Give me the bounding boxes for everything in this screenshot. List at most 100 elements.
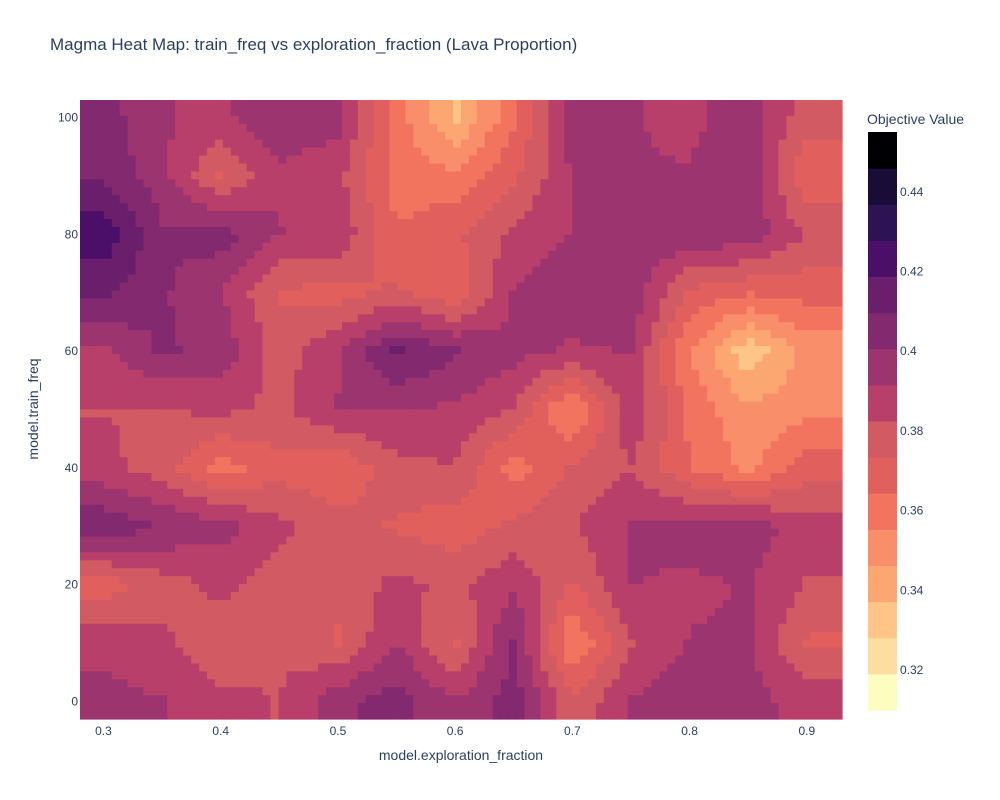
heatmap-cell	[818, 385, 827, 395]
heatmap-cell	[80, 409, 89, 419]
heatmap-cell	[453, 480, 462, 490]
heatmap-cell	[484, 330, 494, 339]
heatmap-cell	[468, 449, 478, 458]
heatmap-cell	[659, 147, 668, 157]
heatmap-cell	[572, 306, 581, 315]
heatmap-cell	[778, 488, 788, 498]
heatmap-cell	[159, 147, 168, 157]
heatmap-cell	[818, 147, 827, 157]
heatmap-cell	[135, 203, 145, 212]
heatmap-cell	[310, 242, 319, 252]
heatmap-cell	[413, 107, 422, 117]
heatmap-cell	[238, 504, 248, 514]
heatmap-cell	[699, 274, 708, 284]
heatmap-cell	[429, 131, 438, 141]
heatmap-cell	[238, 258, 248, 268]
heatmap-cell	[357, 195, 367, 204]
heatmap-cell	[738, 449, 748, 458]
heatmap-cell	[310, 409, 319, 419]
heatmap-cell	[476, 258, 486, 268]
heatmap-cell	[222, 179, 232, 188]
heatmap-cell	[588, 504, 597, 514]
heatmap-cell	[468, 274, 478, 284]
heatmap-cell	[715, 219, 724, 228]
heatmap-cell	[802, 369, 811, 379]
heatmap-cell	[746, 100, 756, 109]
heatmap-cell	[595, 234, 605, 244]
heatmap-cell	[532, 123, 541, 133]
heatmap-cell	[715, 322, 724, 331]
heatmap-cell	[786, 314, 795, 323]
heatmap-cell	[278, 353, 287, 363]
heatmap-cell	[294, 131, 303, 141]
heatmap-cell	[484, 171, 494, 180]
heatmap-cell	[365, 131, 375, 141]
heatmap-cell	[826, 155, 835, 165]
heatmap-cell	[214, 139, 224, 149]
heatmap-cell	[762, 330, 772, 339]
heatmap-cell	[143, 123, 153, 133]
heatmap-cell	[270, 401, 280, 411]
heatmap-cell	[183, 457, 192, 466]
heatmap-cell	[199, 441, 208, 450]
heatmap-cell	[675, 187, 684, 196]
heatmap-cell	[183, 441, 192, 450]
heatmap-cell	[95, 417, 105, 426]
heatmap-cell	[405, 306, 414, 315]
heatmap-cell	[246, 369, 256, 379]
heatmap-cell	[111, 107, 121, 117]
heatmap-cell	[381, 147, 391, 157]
heatmap-cell	[770, 115, 780, 125]
heatmap-cell	[119, 401, 129, 411]
heatmap-cell	[445, 361, 454, 371]
heatmap-cell	[548, 131, 557, 141]
heatmap-cell	[707, 480, 716, 490]
heatmap-cell	[603, 361, 613, 371]
heatmap-cell	[611, 338, 621, 347]
heatmap-cell	[595, 107, 605, 117]
heatmap-cell	[151, 504, 160, 514]
heatmap-cell	[421, 290, 430, 299]
heatmap-cell	[437, 187, 446, 196]
heatmap-cell	[492, 155, 502, 165]
heatmap-cell	[334, 234, 343, 244]
heatmap-cell	[429, 282, 438, 292]
heatmap-cell	[778, 123, 788, 133]
heatmap-cell	[326, 385, 335, 395]
heatmap-cell	[254, 465, 264, 474]
heatmap-cell	[341, 107, 351, 117]
heatmap-cell	[778, 465, 788, 474]
heatmap-cell	[405, 338, 414, 347]
heatmap-cell	[302, 211, 311, 220]
heatmap-cell	[183, 353, 192, 363]
heatmap-cell	[572, 457, 581, 466]
heatmap-cell	[373, 147, 383, 157]
heatmap-cell	[786, 107, 795, 117]
heatmap-cell	[421, 449, 430, 458]
heatmap-cell	[310, 338, 319, 347]
heatmap-cell	[127, 195, 137, 204]
heatmap-cell	[135, 353, 145, 363]
heatmap-cell	[286, 195, 295, 204]
heatmap-cell	[643, 449, 653, 458]
heatmap-cell	[175, 361, 184, 371]
heatmap-cell	[667, 100, 676, 109]
heatmap-cell	[286, 266, 295, 276]
heatmap-cell	[762, 211, 772, 220]
heatmap-cell	[246, 338, 256, 347]
heatmap-cell	[103, 100, 113, 109]
heatmap-cell	[294, 266, 303, 276]
heatmap-cell	[429, 266, 438, 276]
heatmap-cell	[334, 219, 343, 228]
heatmap-cell	[588, 147, 597, 157]
heatmap-cell	[397, 504, 407, 514]
heatmap-cell	[492, 306, 502, 315]
heatmap-cell	[524, 187, 534, 196]
heatmap-cell	[294, 314, 303, 323]
heatmap-cell	[810, 242, 819, 252]
heatmap-cell	[167, 131, 176, 141]
heatmap-cell	[627, 409, 637, 419]
heatmap-cell	[238, 480, 248, 490]
heatmap-cell	[341, 171, 351, 180]
heatmap-cell	[683, 322, 692, 331]
